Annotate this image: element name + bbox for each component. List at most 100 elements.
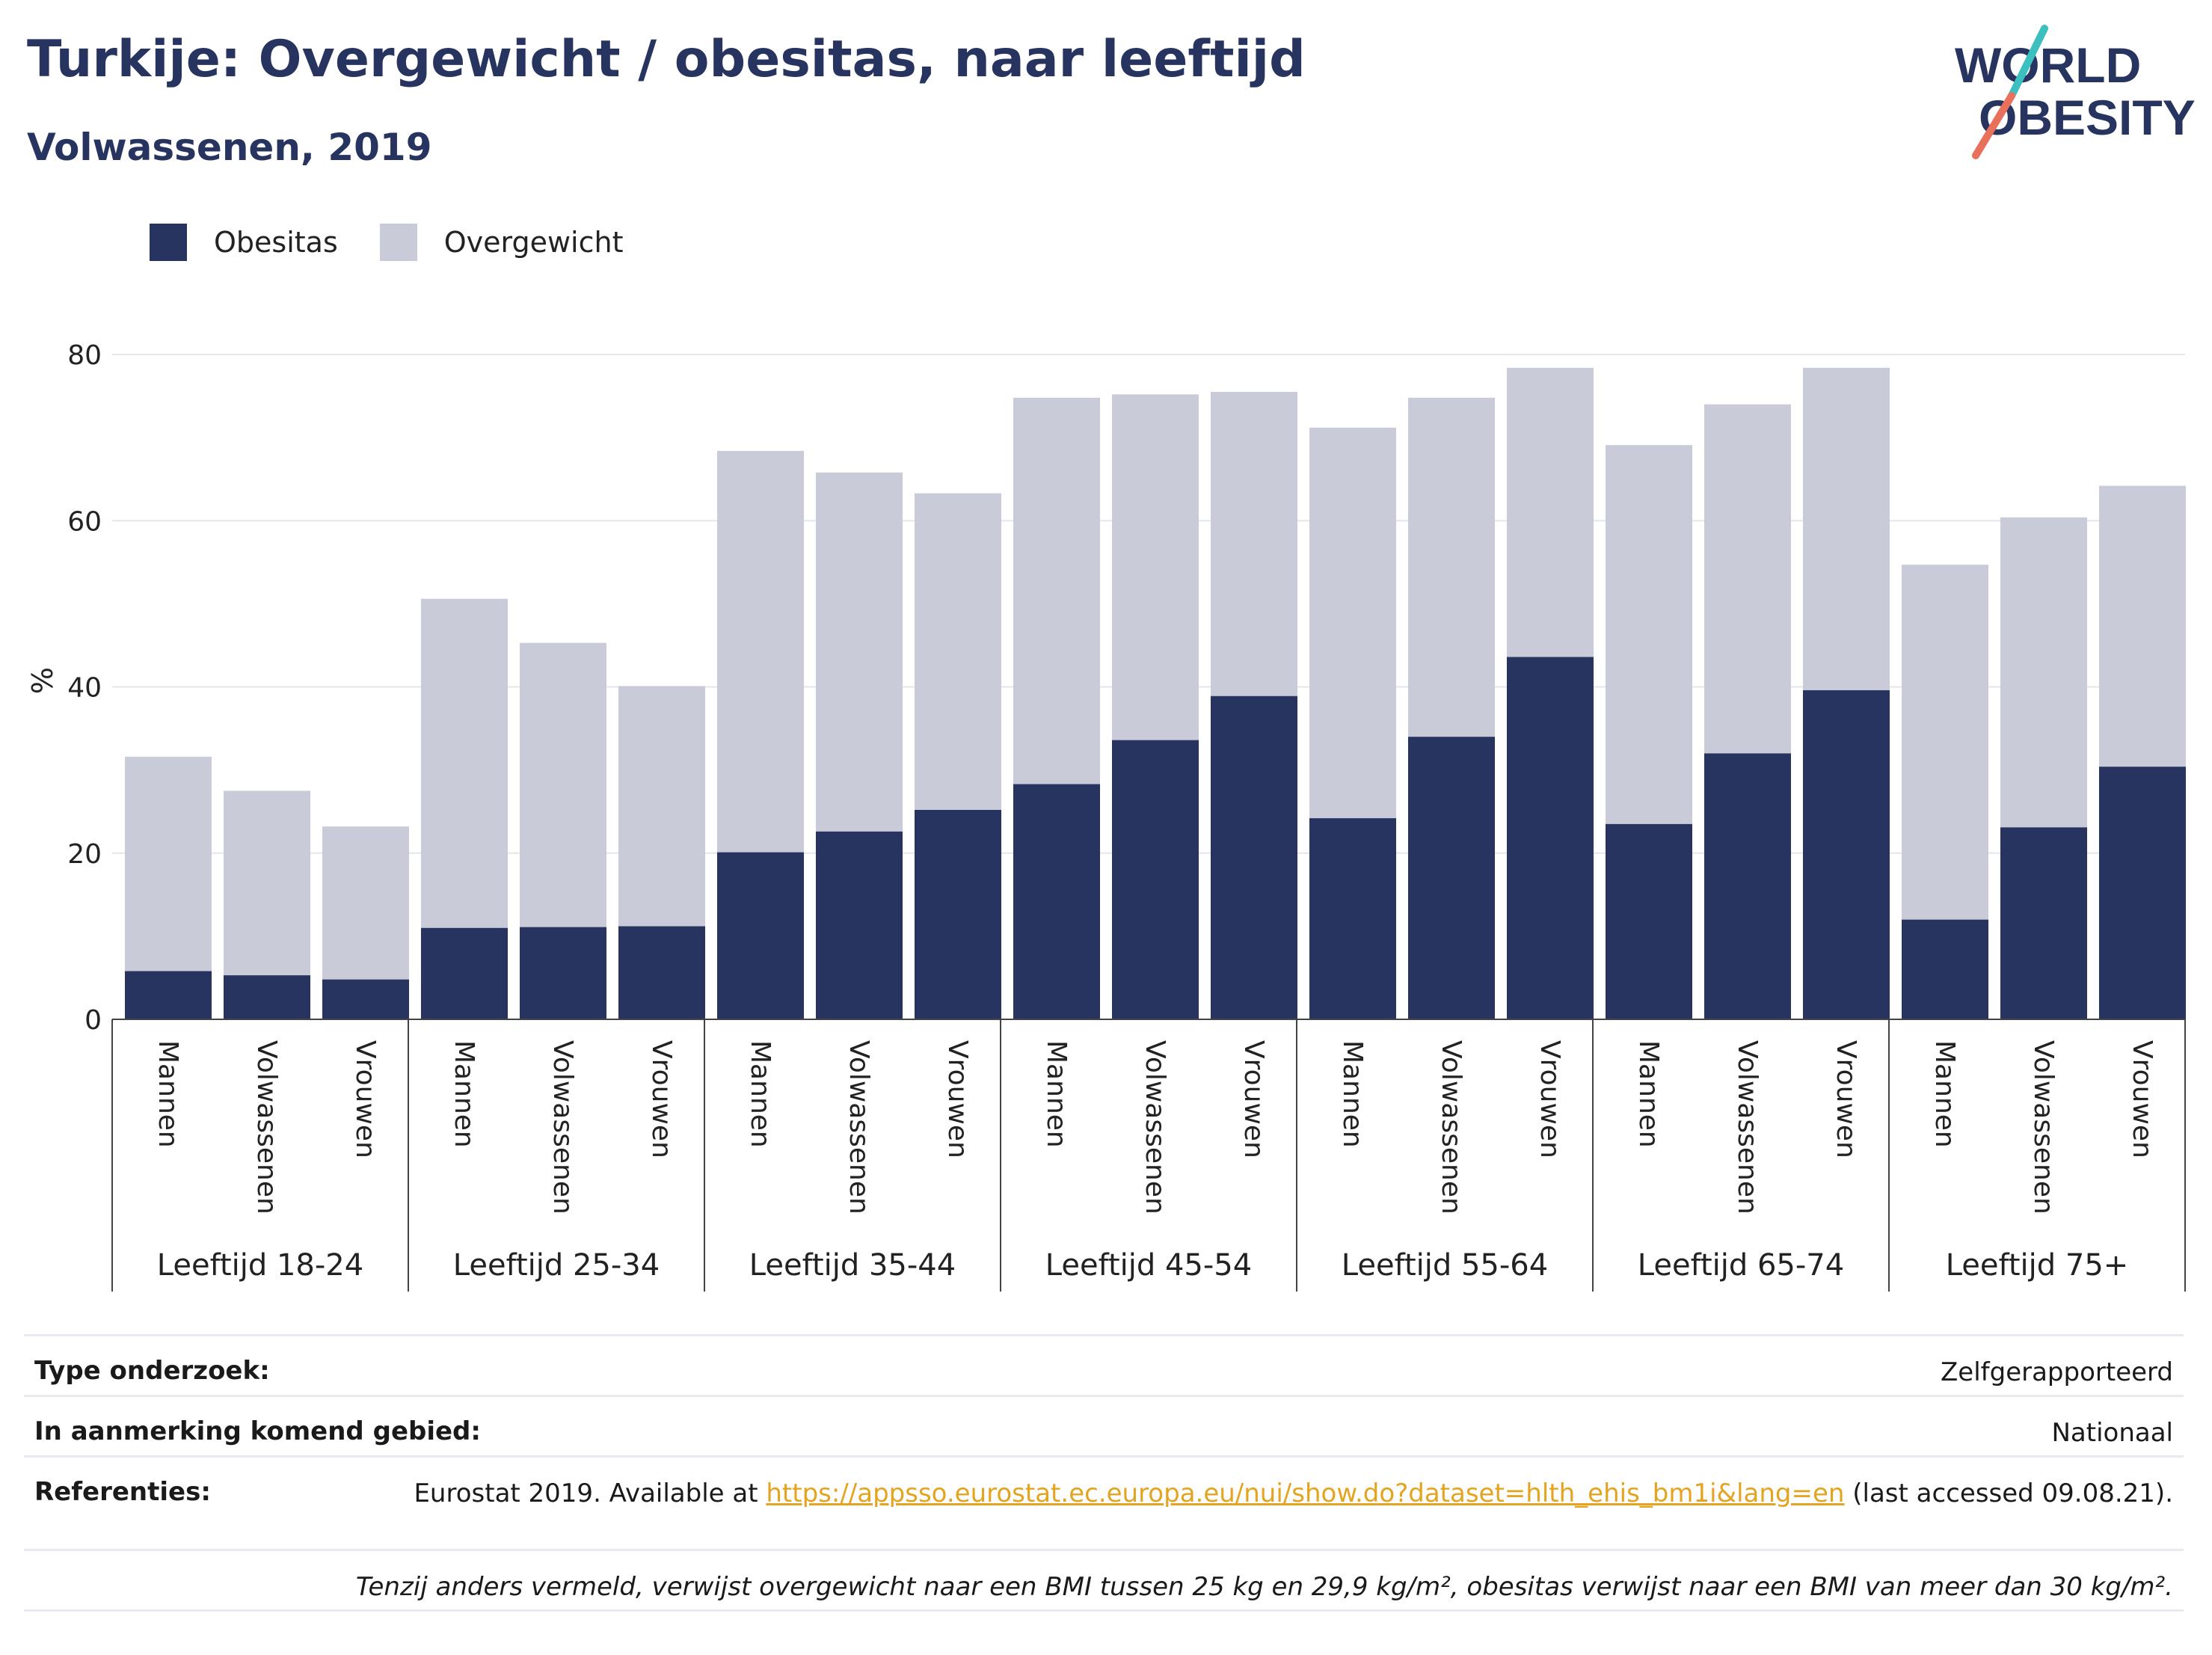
y-axis-label: % [26,667,59,694]
x-tick-label: Vrouwen [350,1040,381,1158]
meta-area-value: Nationaal [2051,1418,2173,1448]
x-tick-label: Volwassenen [844,1040,874,1215]
y-axis-ticks: 0 20 40 60 80 [67,340,102,1036]
group-label: Leeftijd 45-54 [1045,1248,1252,1283]
ref-link[interactable]: https://appsso.eurostat.ec.europa.eu/nui… [766,1479,1845,1508]
meta-type-value: Zelfgerapporteerd [1940,1357,2173,1387]
legend-swatch-obesitas [150,224,187,261]
legend-item-obesitas[interactable]: Obesitas [150,224,338,261]
bar-obesitas[interactable] [1112,740,1199,1019]
bar-obesitas[interactable] [1704,753,1791,1019]
metadata-table: Type onderzoek: Zelfgerapporteerd In aan… [24,1334,2184,1612]
bar-overgewicht[interactable] [1211,392,1297,696]
meta-row-note: Tenzij anders vermeld, verwijst overgewi… [24,1549,2184,1612]
x-tick-label: Vrouwen [942,1040,973,1158]
bar-obesitas[interactable] [1211,696,1297,1019]
legend-label-overgewicht: Overgewicht [443,226,624,259]
bar-overgewicht[interactable] [816,472,903,832]
x-tick-label: Vrouwen [646,1040,677,1158]
bar-obesitas[interactable] [421,927,508,1019]
logo-slash-teal [2008,25,2048,99]
bar-obesitas[interactable] [520,927,606,1019]
legend-swatch-overgewicht [379,224,417,261]
x-tick-label: Vrouwen [1534,1040,1565,1158]
bar-obesitas[interactable] [1408,737,1495,1019]
bar-obesitas[interactable] [1507,657,1594,1019]
chart-title: Turkije: Overgewicht / obesitas, naar le… [27,30,1306,89]
bar-obesitas[interactable] [2099,767,2186,1019]
group-label: Leeftijd 25-34 [453,1248,660,1283]
chart-subtitle: Volwassenen, 2019 [27,126,432,169]
bar-overgewicht[interactable] [1803,367,1890,690]
bar-obesitas[interactable] [1606,823,1692,1019]
x-tick-label: Mannen [1337,1040,1368,1148]
bar-overgewicht[interactable] [1309,427,1396,819]
bar-overgewicht[interactable] [1902,565,1988,920]
x-tick-label: Mannen [153,1040,183,1148]
bar-overgewicht[interactable] [2000,517,2087,828]
bar-obesitas[interactable] [1309,818,1396,1019]
bar-overgewicht[interactable] [1408,397,1495,737]
meta-area-label: In aanmerking komend gebied: [34,1416,481,1446]
group-label: Leeftijd 65-74 [1638,1248,1844,1283]
x-tick-label: Mannen [745,1040,775,1148]
y-tick-label: 40 [67,673,102,704]
bar-overgewicht[interactable] [1606,445,1692,824]
bar-obesitas[interactable] [618,926,705,1019]
ref-prefix: Eurostat 2019. Available at [414,1479,766,1508]
bar-overgewicht[interactable] [1112,394,1199,740]
x-tick-label: Mannen [1633,1040,1664,1148]
group-label: Leeftijd 55-64 [1342,1248,1548,1283]
bar-obesitas[interactable] [2000,827,2087,1019]
logo-slash-coral [1972,92,2015,159]
bar-obesitas[interactable] [1902,919,1988,1019]
meta-note: Tenzij anders vermeld, verwijst overgewi… [355,1572,2173,1602]
bar-obesitas[interactable] [816,831,903,1019]
x-tick-label: Volwassenen [2028,1040,2059,1215]
x-tick-label: Volwassenen [1436,1040,1466,1215]
bar-overgewicht[interactable] [1507,367,1594,657]
bar-overgewicht[interactable] [1704,404,1791,754]
group-label: Leeftijd 18-24 [157,1248,363,1283]
x-tick-label: Vrouwen [1831,1040,1861,1158]
bar-obesitas[interactable] [915,809,1001,1019]
x-tick-label: Vrouwen [1238,1040,1269,1158]
bar-overgewicht[interactable] [520,642,606,927]
ref-suffix: (last accessed 09.08.21). [1844,1479,2173,1508]
bar-overgewicht[interactable] [322,826,409,980]
legend-item-overgewicht[interactable]: Overgewicht [379,224,624,261]
bar-obesitas[interactable] [224,975,310,1019]
legend-label-obesitas: Obesitas [214,226,338,259]
bar-obesitas[interactable] [717,852,804,1019]
bars [125,367,2186,1019]
y-tick-label: 20 [67,839,102,870]
bar-obesitas[interactable] [1803,690,1890,1019]
x-tick-label: Mannen [449,1040,479,1148]
meta-ref-label: Referenties: [34,1477,211,1507]
bar-overgewicht[interactable] [618,686,705,927]
group-label: Leeftijd 75+ [1946,1248,2129,1283]
meta-row-area: In aanmerking komend gebied: Nationaal [24,1395,2184,1455]
legend: Obesitas Overgewicht [150,221,666,263]
x-tick-label: Vrouwen [2127,1040,2157,1158]
logo-line-2: OBESITY [1979,90,2196,145]
x-tick-label: Mannen [1929,1040,1960,1148]
y-tick-label: 0 [85,1005,102,1036]
bar-obesitas[interactable] [322,979,409,1019]
meta-row-type: Type onderzoek: Zelfgerapporteerd [24,1334,2184,1395]
y-tick-label: 60 [67,506,102,537]
bar-overgewicht[interactable] [2099,485,2186,767]
bar-obesitas[interactable] [125,971,212,1019]
x-tick-label: Volwassenen [1140,1040,1170,1215]
x-tick-label: Volwassenen [251,1040,282,1215]
bar-obesitas[interactable] [1013,784,1100,1019]
meta-row-references: Referenties: Eurostat 2019. Available at… [24,1455,2184,1549]
bar-overgewicht[interactable] [224,790,310,976]
bar-overgewicht[interactable] [125,756,212,971]
bar-overgewicht[interactable] [717,450,804,853]
bar-overgewicht[interactable] [421,598,508,928]
bar-overgewicht[interactable] [1013,397,1100,784]
logo-line-1: WORLD [1955,37,2141,93]
bar-overgewicht[interactable] [915,493,1001,810]
